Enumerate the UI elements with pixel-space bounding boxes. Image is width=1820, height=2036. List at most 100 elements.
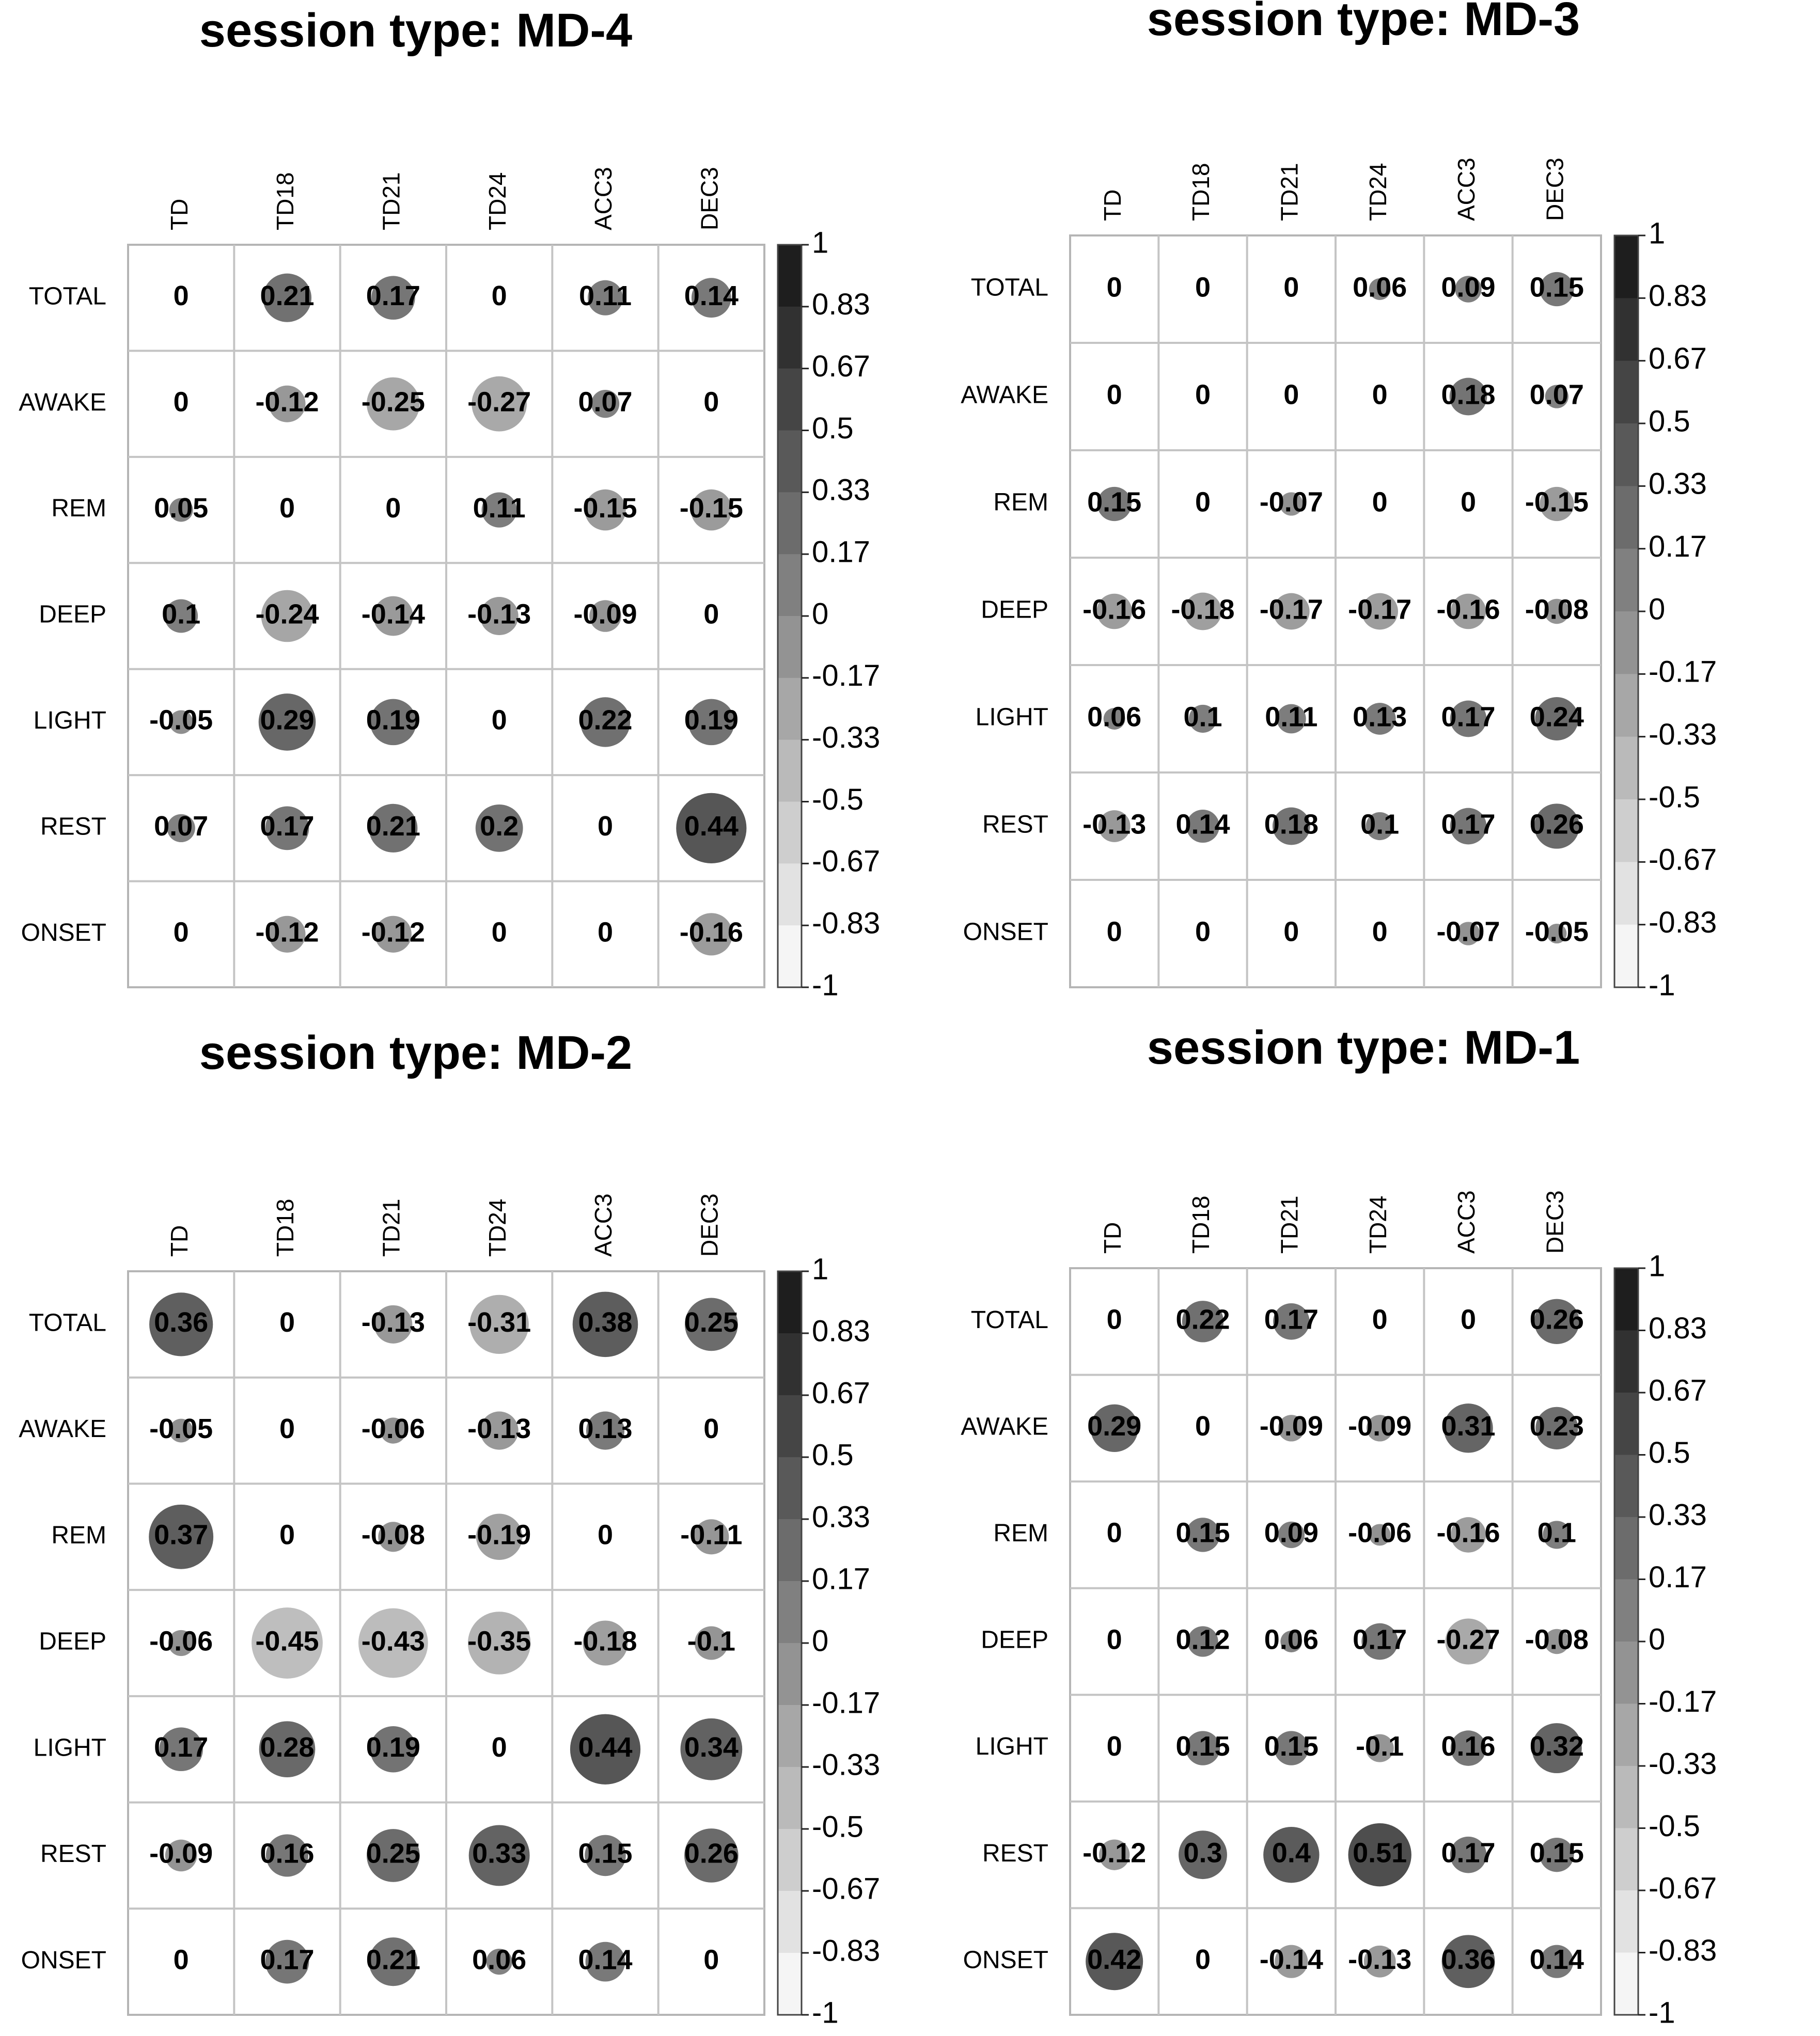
cell-value-label: 0.17: [1441, 1837, 1495, 1868]
colorbar-tick-label: 0.33: [812, 1500, 870, 1534]
correlation-circle: [164, 599, 198, 633]
correlation-circle: [1363, 1945, 1396, 1978]
cell-value-label: 0: [1195, 379, 1211, 410]
colorbar-tick-label: 0: [812, 1624, 828, 1658]
correlation-circle: [1187, 1626, 1218, 1657]
cell-value-label: -0.25: [362, 386, 425, 417]
colorbar-segment: [778, 925, 802, 988]
cell-value-label: 0.4: [1272, 1837, 1311, 1868]
cell-value-label: 0.22: [578, 705, 632, 736]
colorbar-tick-label: 0.5: [812, 412, 854, 445]
cell-value-label: -0.11: [680, 1520, 742, 1551]
cell-value-label: -0.07: [1260, 486, 1323, 517]
colorbar-segment: [1614, 298, 1638, 361]
colorbar-segment: [1614, 736, 1638, 800]
correlation-circle: [149, 1292, 213, 1356]
correlation-circle: [676, 793, 747, 863]
colorbar-segment: [778, 430, 802, 493]
column-label: TD18: [1187, 163, 1214, 221]
cell-value-label: 0.15: [1087, 486, 1141, 517]
correlation-circle: [1186, 809, 1220, 843]
cell-value-label: 0.15: [1175, 1731, 1230, 1762]
correlation-circle: [1455, 276, 1482, 303]
column-label: TD21: [1276, 1196, 1303, 1254]
correlation-circle: [481, 492, 517, 528]
cell-value-label: 0.07: [154, 811, 208, 842]
panel-title: session type: MD-4: [199, 4, 632, 57]
colorbar-segment: [1614, 1766, 1638, 1828]
colorbar-segment: [1614, 1642, 1638, 1704]
colorbar-tick-label: -0.33: [812, 1748, 880, 1781]
colorbar-segment: [778, 1581, 802, 1644]
colorbar-segment: [778, 1953, 802, 2015]
correlation-circle: [358, 1608, 428, 1678]
correlation-circle: [1544, 1629, 1570, 1654]
cell-value-label: 0: [1372, 916, 1388, 947]
correlation-panel-2: session type: MD-3 TD TD18 TD21 TD24 ACC3 DEC3…: [961, 0, 1717, 1002]
cell-value-label: -0.12: [255, 917, 319, 948]
column-label: ACC3: [1453, 157, 1480, 221]
colorbar-tick-label: 0.83: [1649, 1312, 1707, 1345]
cell-value-label: -0.27: [467, 386, 531, 417]
cell-value-label: 0.13: [1353, 701, 1407, 732]
correlation-circle: [165, 1839, 197, 1872]
cell-value-label: 0.17: [1441, 701, 1495, 732]
correlation-circle: [1441, 1935, 1495, 1988]
correlation-circle: [476, 1513, 523, 1560]
row-label: ONSET: [21, 1947, 106, 1974]
colorbar-tick-label: 1: [1649, 216, 1665, 250]
correlation-circle: [1545, 385, 1568, 408]
cell-value-label: 0.17: [260, 1944, 314, 1975]
cell-value-label: 0.16: [260, 1838, 314, 1869]
colorbar-segment: [1614, 423, 1638, 486]
correlation-circle: [371, 276, 415, 320]
row-label: DEEP: [981, 596, 1048, 624]
cell-value-label: 0.11: [579, 280, 632, 311]
row-label: DEEP: [981, 1627, 1048, 1654]
cell-value-label: 0.17: [366, 280, 420, 311]
correlation-circle: [486, 1948, 512, 1975]
row-label: REM: [51, 1522, 106, 1549]
cell-value-label: 0.22: [1175, 1304, 1230, 1335]
cell-value-label: 0.11: [1265, 701, 1317, 732]
row-label: ONSET: [963, 1946, 1048, 1974]
row-label: REST: [40, 1840, 106, 1868]
correlation-circle: [159, 1727, 203, 1772]
cell-value-label: 0.36: [1441, 1944, 1495, 1975]
colorbar-segment: [778, 245, 802, 307]
cell-value-label: 0.26: [684, 1838, 739, 1869]
cell-value-label: 0.37: [154, 1520, 208, 1551]
cell-value-label: 0: [385, 493, 401, 524]
correlation-circle: [1535, 1407, 1578, 1449]
correlation-circle: [688, 699, 735, 746]
column-label: TD18: [1187, 1196, 1214, 1254]
correlation-circle: [589, 600, 621, 632]
cell-value-label: 0.23: [1530, 1411, 1584, 1442]
correlation-circle: [380, 1417, 406, 1444]
column-label: TD: [1099, 1222, 1126, 1254]
correlation-circle: [680, 1718, 743, 1780]
cell-value-label: 0.25: [684, 1307, 739, 1338]
colorbar-tick-label: -1: [1649, 1996, 1675, 2029]
cell-value-label: 0: [703, 1944, 719, 1975]
correlation-circle: [370, 1726, 417, 1773]
colorbar-segment: [1614, 1952, 1638, 2015]
colorbar-segment: [1614, 1330, 1638, 1393]
cell-value-label: -0.09: [1348, 1411, 1411, 1442]
correlation-circle: [1366, 812, 1394, 841]
correlation-circle: [374, 1305, 413, 1344]
colorbar-tick-label: -0.83: [1649, 906, 1717, 939]
cell-value-label: 0: [174, 1944, 189, 1975]
column-label: DEC3: [1541, 157, 1568, 221]
colorbar-tick-label: -0.67: [812, 845, 880, 878]
cell-value-label: 0: [279, 1520, 295, 1551]
column-label: TD24: [484, 1199, 511, 1257]
colorbar-segment: [1614, 924, 1638, 988]
cell-value-label: 0: [1283, 272, 1299, 303]
cell-value-label: 0: [492, 280, 507, 311]
colorbar-tick-label: 0.17: [1649, 1560, 1707, 1594]
correlation-circle: [1273, 1303, 1310, 1340]
correlation-circle: [1366, 1415, 1393, 1442]
correlation-circle: [1534, 803, 1580, 849]
correlation-circle: [480, 1411, 519, 1450]
